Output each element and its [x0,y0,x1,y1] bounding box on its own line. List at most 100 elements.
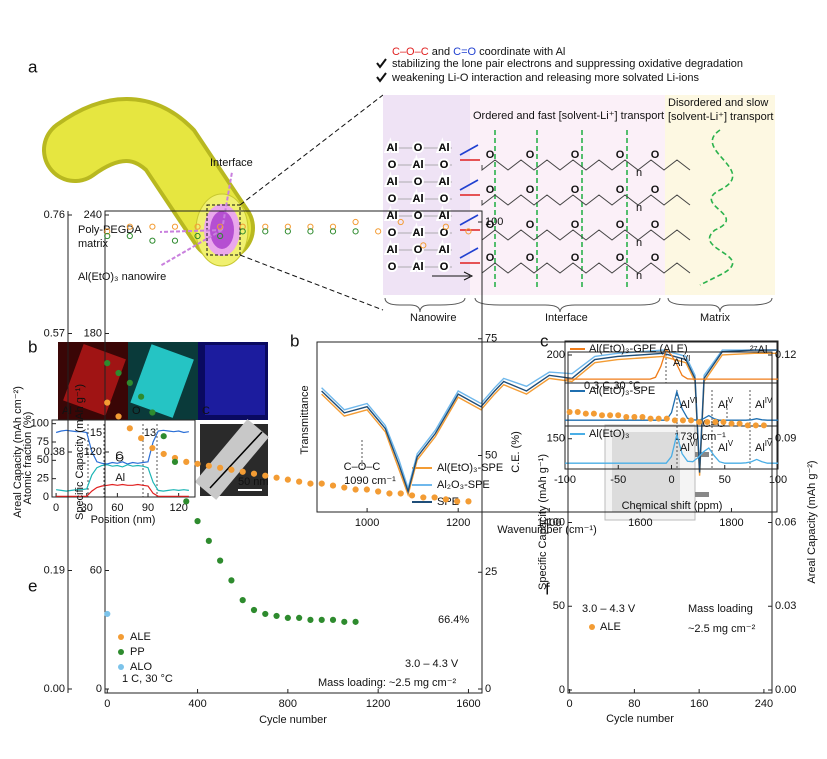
tick-label: 0.57 [44,327,65,339]
point [149,223,156,230]
point [239,468,246,475]
transport-label: Ordered and fast [solvent-Li⁺] transport [473,110,664,122]
label-sup: VI [683,354,691,363]
axis-title: Transmittance [299,385,311,454]
atom: O [388,261,397,273]
point [352,218,359,226]
point [671,417,678,424]
tick-label: 180 [84,327,102,339]
point [262,472,269,479]
atom: Al [439,210,450,222]
atom: Al [413,193,424,205]
axis-title: Position (nm) [91,514,156,526]
annotation: 0.3 C 30 °C [584,380,641,392]
annotation: ²⁷Al [750,344,767,356]
point [318,480,325,487]
point [760,422,767,429]
ce-arrow [432,271,474,281]
point [329,228,337,235]
point [194,518,201,525]
axis-title: Chemical shift (ppm) [622,500,723,512]
point [228,466,235,473]
legend-marker [118,649,124,655]
label-base: Al [755,399,765,411]
point [704,419,711,425]
tick-label: 100 [485,216,503,228]
heading-part: C=O [453,46,476,58]
tick-label: 75 [485,333,497,345]
point [631,413,638,420]
point [420,242,427,249]
panel-label: c [540,331,549,350]
data-line [55,429,189,465]
tick-label: 240 [755,698,773,710]
point [115,369,122,377]
legend-label: Al(EtO)₃-SPE [437,462,503,474]
annotation: 13 [144,427,156,439]
map-label: C [202,405,210,417]
legend-label: Al(EtO)₃-SPE [589,385,655,397]
atom: Al [439,210,450,222]
map-label: O [132,405,141,417]
heading-part: and [429,46,453,58]
point [607,412,614,419]
point [307,228,314,235]
point [454,498,461,505]
label-sup: IV [765,396,773,405]
heading: C–O–C and C=O coordinate with Al [392,46,565,58]
tick-label: 160 [690,698,708,710]
peak-label: AlVI [673,354,690,369]
point [217,223,224,230]
atom: O [388,227,397,239]
peak-label: AlV [718,396,734,411]
transport-label: [solvent-Li⁺] transport [668,111,773,123]
scale-bar: 50 nm [238,476,269,488]
panel-label: b [28,337,37,356]
atom: O [440,193,449,205]
atom: O [651,149,660,161]
point [566,408,573,415]
tick-label: 0 [567,698,573,710]
tick-label: 0 [485,683,491,695]
wire-label: Interface [210,157,253,169]
point [615,412,622,419]
axis-title: Cycle number [259,714,327,726]
point [397,490,404,497]
tick-label: 800 [279,698,297,710]
point [115,413,122,420]
point [262,228,269,235]
atom: O [388,261,397,273]
atom: O [616,184,625,196]
point [284,614,291,622]
annotation: 66.4% [438,614,469,626]
atom: Al [413,159,424,171]
legend-label: ALE [600,621,621,633]
annotation: Mass loading [688,603,753,615]
tick-label: 1000 [355,517,379,529]
annotation: 1 C, 30 °C [122,673,173,685]
wire-label: Al(EtO)₃ nanowire [78,271,166,283]
axis-title: Areal Capacity (mAh g⁻²) [806,460,818,583]
wire-label: matrix [78,238,108,250]
point [228,577,235,584]
legend-label: ALE [130,631,151,643]
axis-title: Cycle number [606,713,674,725]
point [386,490,393,497]
point [239,597,246,604]
point [363,486,370,493]
heading-part: C–O–C [392,46,429,58]
label-sup: V [728,396,734,405]
chain [481,159,691,172]
atom: O [414,176,423,188]
annotation: C–O–C [344,461,381,473]
atom: Al [439,244,450,256]
point [442,496,449,503]
atom: O [571,252,580,264]
point [104,610,111,618]
point [736,420,743,427]
wire-label: Poly-PEGDA [78,224,142,236]
point [250,470,258,477]
atom: O [616,219,625,231]
tick-label: -100 [554,474,576,486]
point [329,223,337,230]
